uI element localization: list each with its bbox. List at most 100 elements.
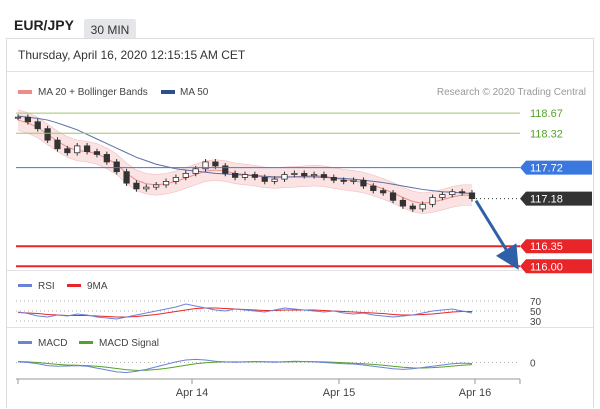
candle-body	[34, 121, 41, 130]
candle	[251, 171, 258, 181]
candle-body	[202, 161, 209, 170]
candle-body	[399, 199, 407, 207]
level-label-resistance: 118.67	[530, 108, 563, 120]
macd-separator	[7, 327, 593, 328]
level-tag-current	[520, 191, 592, 206]
rsi-separator	[7, 270, 593, 271]
rsi-legend: RSI 9MA	[18, 281, 108, 292]
candle-body	[350, 179, 357, 182]
candle-body	[241, 174, 249, 178]
timeframe-button[interactable]: 30 MIN	[84, 19, 136, 42]
bollinger-lower	[17, 130, 472, 214]
level-label-pivot: 117.72	[530, 163, 563, 175]
candle-body	[83, 145, 91, 153]
candle-body	[449, 191, 456, 196]
rsi-line	[17, 303, 473, 320]
candle	[429, 194, 436, 208]
candle	[310, 171, 318, 179]
rsi-tick-label: 70	[530, 297, 542, 308]
candle	[468, 190, 476, 202]
candle	[74, 143, 81, 156]
candle-body	[14, 116, 22, 119]
level-label-support: 116.35	[530, 241, 563, 253]
candle	[123, 168, 130, 186]
candle	[202, 159, 209, 172]
candle	[459, 188, 466, 196]
candle	[380, 187, 387, 196]
title-bar: EUR/JPY 30 MIN	[0, 6, 600, 42]
rsi-legend-swatch	[18, 284, 32, 287]
candle	[103, 151, 110, 165]
candle-body	[182, 172, 189, 178]
candle	[172, 174, 180, 185]
candle-body	[271, 178, 278, 182]
macd-signal-legend-label: MACD Signal	[99, 338, 159, 349]
candle-body	[409, 205, 416, 210]
candle-body	[340, 179, 347, 182]
chart-card	[6, 38, 594, 408]
price-levels: 118.67 118.32 117.72 117.18 116.35 116.00	[16, 108, 592, 274]
bollinger-legend-swatch	[18, 90, 32, 94]
candle	[419, 201, 426, 212]
candle	[241, 171, 249, 181]
candle	[340, 177, 347, 185]
rsi-ma-legend-label: 9MA	[87, 281, 108, 292]
candle	[370, 183, 377, 194]
currency-pair-title: EUR/JPY	[14, 17, 74, 33]
rsi-legend-label: RSI	[38, 281, 55, 292]
candle	[64, 145, 71, 156]
candle	[261, 174, 268, 185]
candle	[320, 171, 328, 181]
candle-body	[93, 151, 101, 155]
candle	[389, 190, 397, 204]
candle	[232, 170, 239, 181]
candle-body	[162, 181, 170, 186]
candle	[439, 191, 446, 201]
candle-body	[429, 197, 436, 205]
candle-body	[44, 128, 51, 141]
candle	[409, 203, 416, 212]
price-plot	[14, 109, 476, 214]
ma50-legend-swatch	[161, 90, 175, 94]
macd-plot: 0	[16, 358, 536, 374]
candle	[34, 118, 41, 132]
research-credit: Research © 2020 Trading Central	[437, 87, 586, 98]
candle-body	[64, 148, 71, 154]
level-label-resistance: 118.32	[530, 128, 563, 140]
candle-body	[281, 174, 288, 180]
candle	[14, 114, 22, 121]
candle	[24, 114, 31, 125]
macd-legend: MACD MACD Signal	[18, 338, 159, 349]
candle	[271, 176, 278, 185]
candle	[113, 159, 120, 175]
macd-legend-swatch	[18, 341, 32, 344]
macd-line	[17, 358, 473, 374]
candle	[44, 125, 51, 143]
candle-body	[468, 192, 476, 200]
rsi-tick-label: 50	[530, 307, 542, 318]
candle	[153, 181, 160, 191]
candle	[83, 143, 91, 155]
macd-legend-label: MACD	[38, 338, 67, 349]
macd-signal-legend-swatch	[79, 341, 93, 344]
candle-body	[320, 174, 328, 178]
candle	[449, 188, 456, 198]
candle-body	[103, 154, 110, 163]
macd-tick-label: 0	[530, 359, 536, 370]
chart-datetime: Thursday, April 16, 2020 12:15:15 AM CET	[18, 48, 246, 62]
candle	[291, 170, 298, 178]
candle	[399, 197, 407, 209]
candle	[93, 148, 101, 158]
rsi-ma-legend-swatch	[67, 284, 81, 287]
candle	[281, 171, 288, 182]
level-label-current: 117.18	[530, 194, 563, 206]
level-tag-support	[520, 259, 592, 274]
candle-body	[459, 191, 466, 194]
candle	[182, 170, 189, 181]
x-tick-label: Apr 15	[323, 387, 355, 399]
candle	[301, 170, 308, 179]
candle-body	[439, 194, 446, 198]
candle-body	[133, 182, 140, 190]
